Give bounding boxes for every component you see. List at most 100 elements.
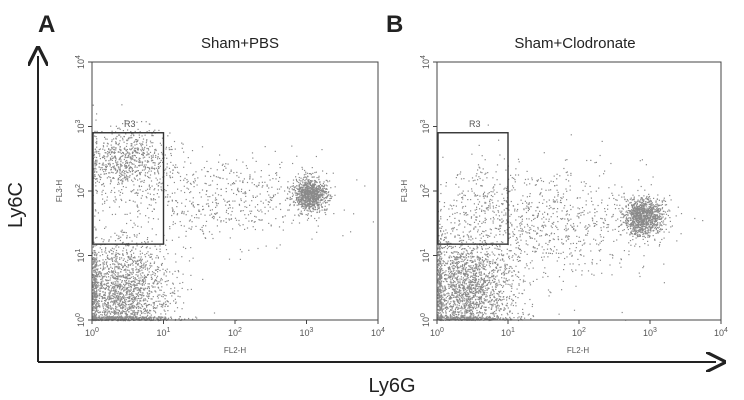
scatter-point bbox=[116, 309, 118, 311]
scatter-point bbox=[107, 254, 109, 256]
scatter-point bbox=[303, 192, 305, 194]
scatter-point bbox=[301, 194, 303, 196]
scatter-point bbox=[308, 199, 310, 201]
scatter-point bbox=[114, 283, 116, 285]
scatter-point bbox=[154, 173, 156, 175]
scatter-point bbox=[120, 312, 122, 314]
scatter-point bbox=[458, 271, 460, 273]
scatter-point bbox=[151, 271, 154, 273]
scatter-point bbox=[227, 183, 229, 185]
scatter-point bbox=[95, 297, 97, 299]
scatter-point bbox=[134, 298, 136, 300]
scatter-point bbox=[157, 158, 159, 160]
scatter-point bbox=[131, 179, 133, 181]
scatter-point bbox=[94, 308, 96, 310]
scatter-point bbox=[319, 189, 321, 191]
scatter-point bbox=[306, 183, 308, 185]
scatter-point bbox=[315, 190, 317, 192]
scatter-point bbox=[312, 172, 314, 174]
scatter-point bbox=[102, 297, 104, 299]
scatter-point bbox=[305, 206, 307, 208]
scatter-point bbox=[257, 209, 259, 211]
scatter-point bbox=[113, 165, 115, 167]
scatter-point bbox=[178, 271, 180, 273]
scatter-point bbox=[92, 275, 94, 277]
scatter-point bbox=[100, 287, 102, 289]
scatter-point bbox=[126, 139, 128, 141]
scatter-point bbox=[120, 313, 122, 315]
scatter-point bbox=[462, 281, 464, 283]
scatter-point bbox=[113, 263, 115, 265]
panel-a: A Sham+PBS 100 101 102 103 10410010110210310… bbox=[38, 11, 385, 355]
scatter-point bbox=[136, 314, 138, 316]
scatter-point bbox=[190, 162, 192, 164]
scatter-point bbox=[308, 186, 310, 188]
scatter-point bbox=[132, 310, 134, 312]
scatter-point bbox=[130, 159, 132, 161]
scatter-point bbox=[319, 183, 322, 185]
scatter-point bbox=[111, 317, 113, 319]
scatter-point bbox=[158, 167, 160, 169]
scatter-point bbox=[127, 172, 129, 174]
scatter-point bbox=[156, 295, 159, 297]
scatter-point bbox=[329, 198, 331, 200]
scatter-point bbox=[304, 191, 306, 193]
scatter-point bbox=[292, 189, 295, 191]
scatter-point bbox=[127, 269, 129, 271]
scatter-point bbox=[136, 289, 138, 291]
scatter-point bbox=[225, 191, 227, 193]
scatter-point bbox=[232, 200, 234, 202]
scatter-point bbox=[97, 286, 99, 288]
scatter-point bbox=[136, 166, 138, 168]
scatter-point bbox=[102, 287, 104, 289]
scatter-point bbox=[305, 214, 307, 216]
scatter-point bbox=[172, 221, 174, 223]
scatter-point bbox=[323, 184, 325, 186]
scatter-point bbox=[305, 207, 307, 209]
scatter-point bbox=[103, 239, 105, 241]
scatter-point bbox=[109, 312, 111, 315]
scatter-point bbox=[110, 301, 112, 303]
scatter-point bbox=[123, 172, 125, 174]
scatter-point bbox=[148, 295, 150, 297]
scatter-point bbox=[314, 196, 316, 198]
scatter-point bbox=[98, 318, 100, 320]
scatter-point bbox=[159, 248, 161, 250]
scatter-point bbox=[294, 187, 296, 189]
scatter-point bbox=[142, 154, 144, 156]
scatter-point bbox=[174, 148, 176, 150]
scatter-point bbox=[125, 149, 127, 151]
scatter-point bbox=[298, 188, 300, 190]
scatter-point bbox=[300, 197, 302, 199]
scatter-point bbox=[112, 172, 114, 174]
scatter-point bbox=[154, 162, 156, 164]
scatter-point bbox=[276, 172, 278, 174]
scatter-point bbox=[312, 196, 314, 198]
scatter-point bbox=[102, 163, 104, 165]
scatter-point bbox=[321, 209, 323, 211]
scatter-point bbox=[139, 303, 141, 305]
scatter-point bbox=[95, 162, 97, 164]
scatter-point bbox=[145, 154, 148, 156]
scatter-point bbox=[94, 269, 96, 271]
scatter-point bbox=[146, 166, 149, 168]
scatter-point bbox=[493, 291, 495, 293]
scatter-point bbox=[128, 152, 130, 154]
scatter-point bbox=[138, 281, 141, 283]
scatter-point bbox=[179, 221, 181, 223]
scatter-point bbox=[135, 157, 138, 159]
scatter-point bbox=[307, 217, 310, 219]
scatter-point bbox=[108, 297, 110, 299]
scatter-point bbox=[116, 265, 118, 268]
scatter-point bbox=[96, 289, 98, 291]
scatter-point bbox=[93, 277, 95, 279]
scatter-point bbox=[157, 156, 159, 158]
scatter-point bbox=[99, 169, 101, 171]
scatter-point bbox=[326, 172, 328, 175]
scatter-point bbox=[133, 281, 136, 283]
scatter-point bbox=[140, 277, 142, 279]
scatter-point bbox=[125, 153, 127, 155]
scatter-point bbox=[117, 280, 119, 282]
scatter-point bbox=[250, 212, 252, 215]
scatter-point bbox=[242, 180, 244, 182]
